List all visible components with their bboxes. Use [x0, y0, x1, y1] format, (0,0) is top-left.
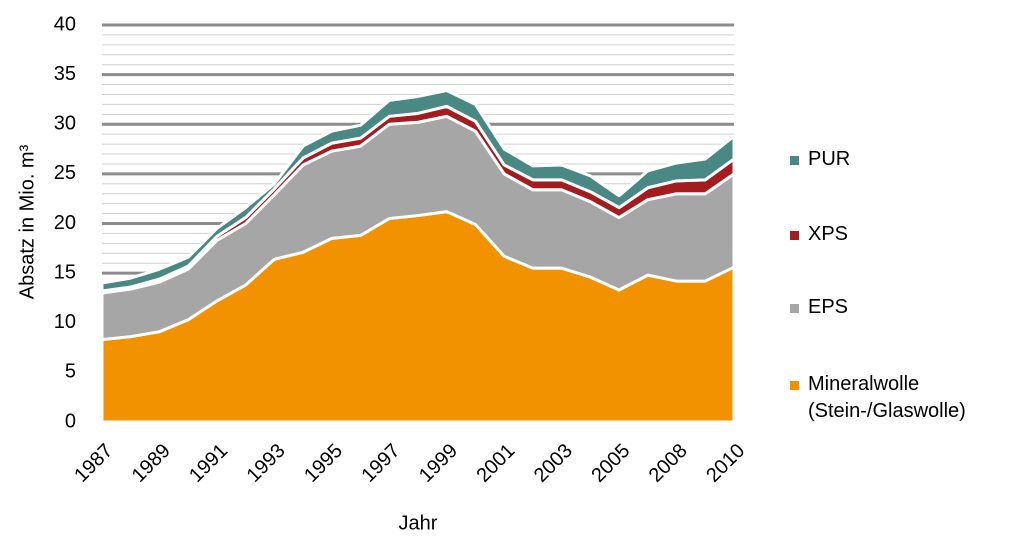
legend-swatch — [790, 156, 799, 165]
legend-label: Mineralwolle (Stein-/Glaswolle) — [808, 373, 966, 422]
legend-swatch — [790, 231, 799, 240]
legend-swatch — [790, 304, 799, 313]
legend-swatch — [790, 381, 799, 390]
legend-label: XPS — [808, 223, 849, 245]
legend-label: EPS — [808, 296, 849, 318]
legend-item: EPS — [790, 296, 1020, 321]
x-tick-label: 2003 — [530, 440, 577, 487]
x-tick-label: 2005 — [587, 440, 634, 487]
legend-item: XPS — [790, 223, 1020, 248]
y-axis-label: Absatz in Mio. m³ — [16, 144, 38, 299]
x-tick-label: 1997 — [358, 440, 405, 487]
x-tick-label: 1995 — [300, 440, 347, 487]
y-tick-label: 25 — [54, 162, 76, 184]
x-axis-label: Jahr — [399, 512, 438, 534]
legend-item: PUR — [790, 148, 1020, 173]
x-tick-label: 2010 — [702, 440, 749, 487]
x-tick-label: 1987 — [70, 440, 117, 487]
y-tick-label: 40 — [54, 13, 76, 35]
x-tick-label: 2001 — [472, 440, 519, 487]
y-tick-label: 30 — [54, 113, 76, 135]
x-tick-label: 2008 — [645, 440, 692, 487]
x-tick-label: 1991 — [185, 440, 232, 487]
y-tick-label: 0 — [65, 410, 76, 432]
legend-label: PUR — [808, 148, 851, 170]
y-tick-label: 5 — [65, 361, 76, 383]
y-tick-label: 10 — [54, 311, 76, 333]
area — [100, 89, 736, 293]
y-tick-label: 35 — [54, 63, 76, 85]
y-tick-label: 15 — [54, 261, 76, 283]
legend-item: Mineralwolle (Stein-/Glaswolle) — [790, 373, 1020, 425]
x-tick-label: 1999 — [415, 440, 462, 487]
y-tick-label: 20 — [54, 212, 76, 234]
x-tick-label: 1993 — [243, 440, 290, 487]
x-tick-label: 1989 — [128, 440, 175, 487]
